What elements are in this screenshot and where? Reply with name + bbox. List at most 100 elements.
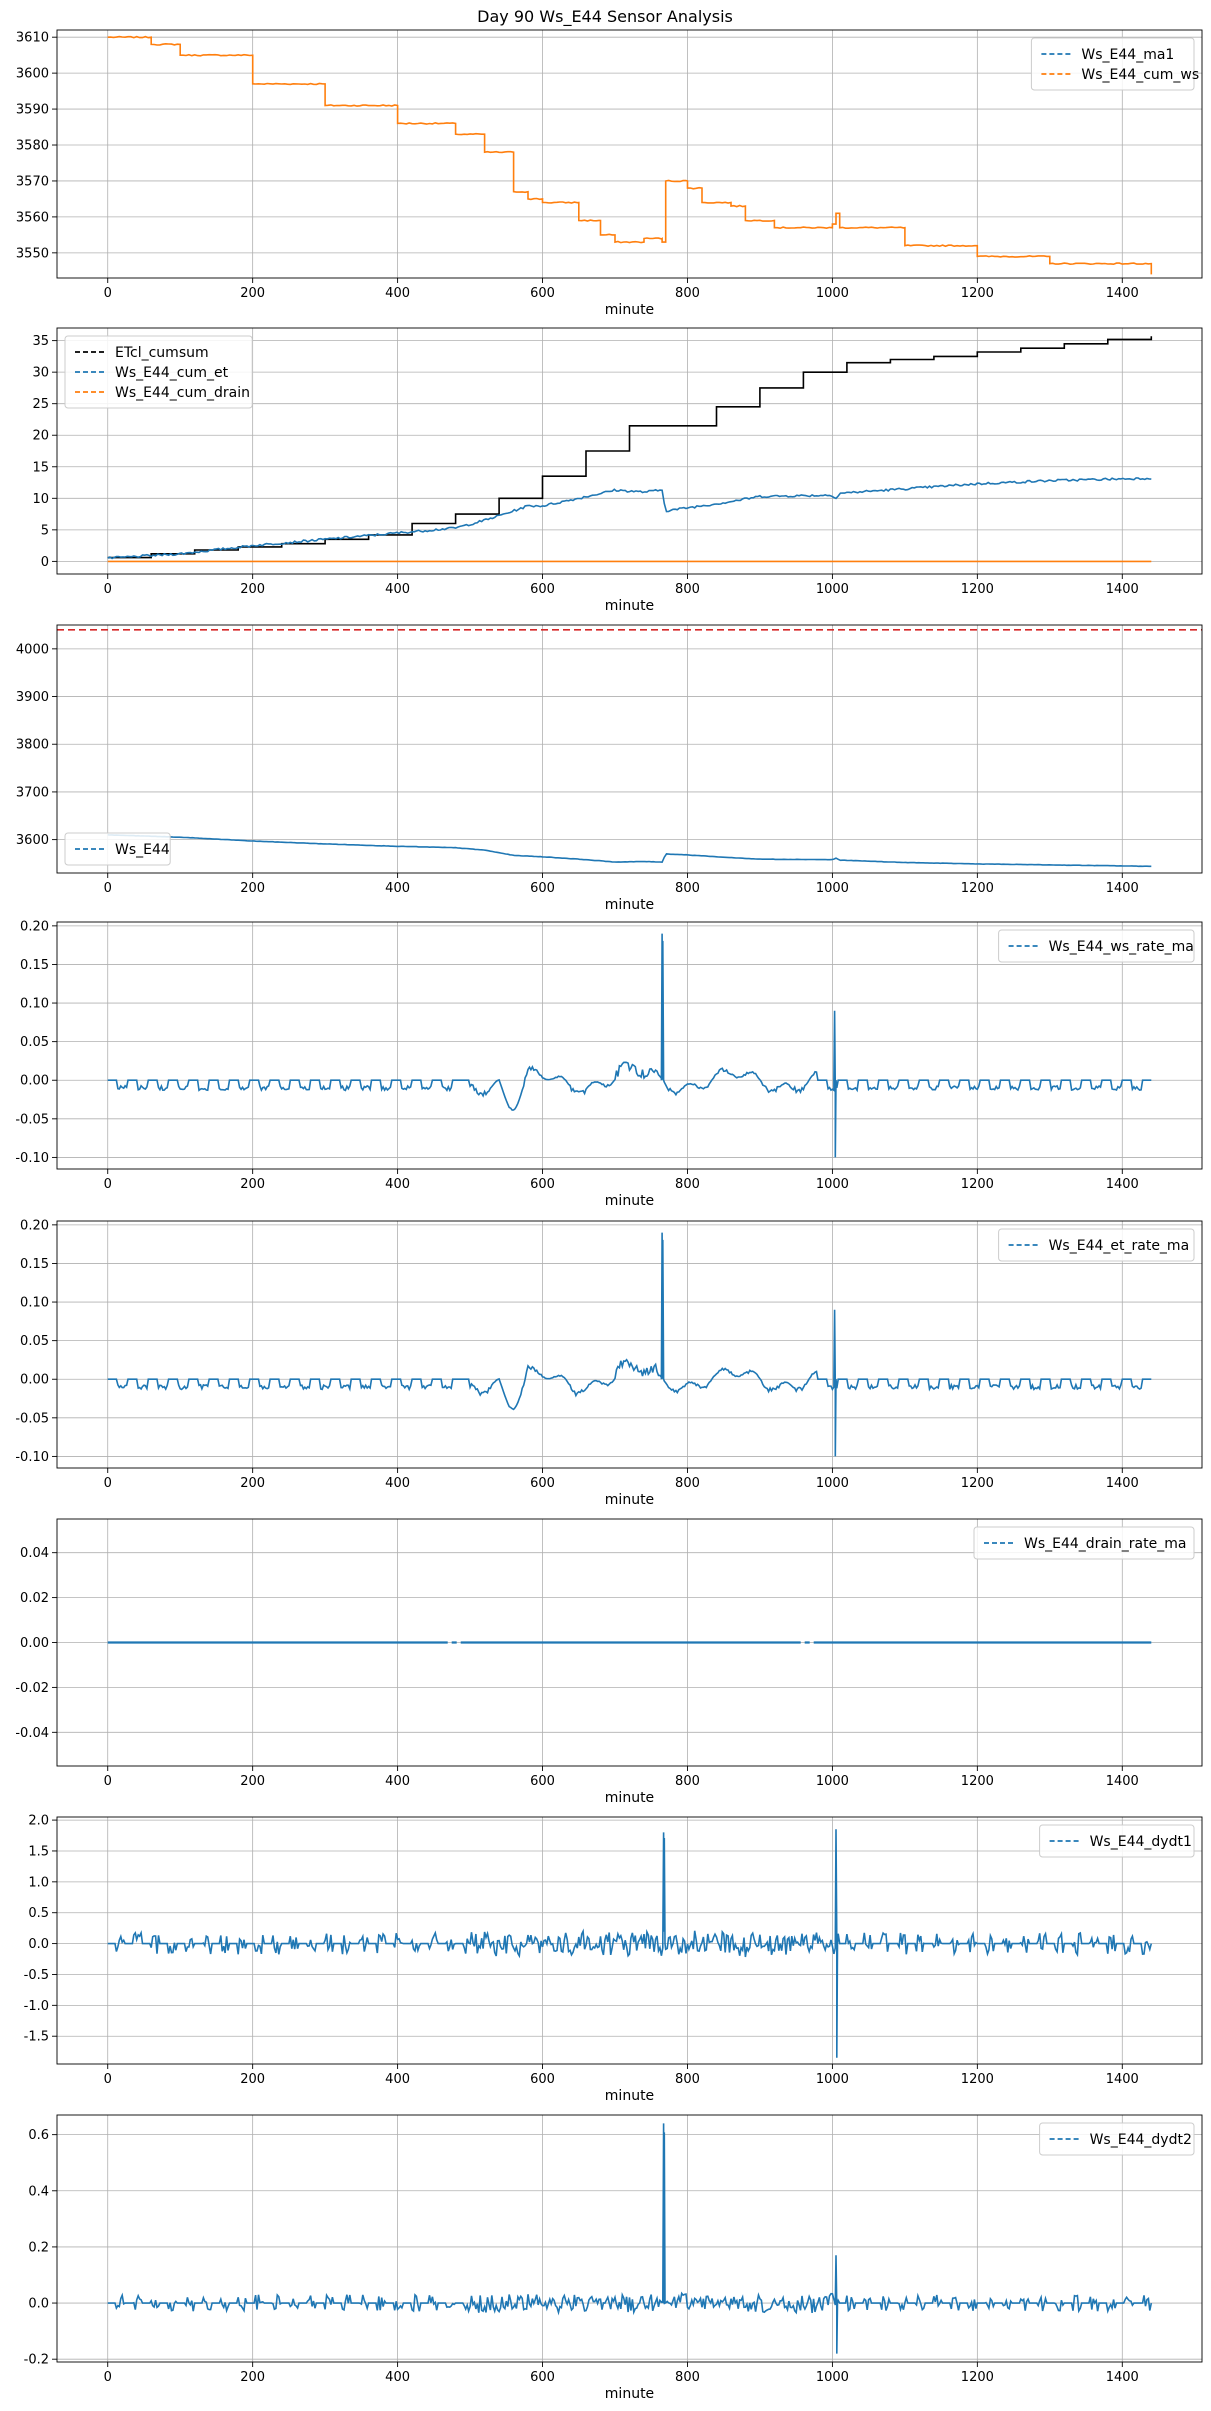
plot-frame (56, 1816, 1203, 2065)
x-tick-label: 600 (530, 881, 555, 896)
x-tick-label: 400 (385, 2370, 410, 2385)
x-tick-label: 800 (675, 2370, 700, 2385)
x-axis-label: minute (605, 1790, 654, 1806)
plot-area (107, 1232, 1152, 1457)
x-tick-label: 600 (530, 2072, 555, 2087)
x-axis-label: minute (605, 1193, 654, 1209)
x-tick-label: 1000 (816, 582, 849, 597)
y-tick-label: 35 (32, 334, 49, 349)
x-tick-label: 1000 (816, 1476, 849, 1491)
x-axis-label: minute (605, 1492, 654, 1508)
legend: Ws_E44_drain_rate_ma (973, 1526, 1195, 1560)
y-tick-label: 0.15 (20, 958, 49, 973)
plot-frame (56, 1220, 1203, 1469)
legend-box (998, 1228, 1195, 1262)
plot-frame (56, 921, 1203, 1170)
plot-area (107, 1829, 1153, 2058)
legend-box (64, 335, 253, 409)
series-line-ETcl_cumsum (107, 336, 1153, 559)
y-tick-label: 10 (32, 492, 49, 507)
x-tick-label: 1400 (1106, 286, 1139, 301)
x-tick-label: 1400 (1106, 1774, 1139, 1789)
series-line-Ws_E44 (107, 834, 1152, 868)
y-tick-label: 20 (32, 429, 49, 444)
plot-area (57, 628, 1202, 868)
x-tick-label: 600 (530, 582, 555, 597)
y-tick-label: 0.0 (28, 2297, 49, 2312)
y-tick-label: 2.0 (28, 1814, 49, 1829)
y-tick-label: 30 (32, 366, 49, 381)
chart-7: 0 200 400 600 800 1000 1200 1400 -1.5 -1.0 -0.5 0.0… (24, 1814, 1203, 2104)
y-tick-label: 3600 (16, 833, 49, 848)
x-tick-label: 0 (104, 881, 112, 896)
plot-area (107, 2123, 1153, 2354)
legend-label: Ws_E44_drain_rate_ma (1024, 1536, 1186, 1552)
y-tick-label: -0.05 (15, 1112, 49, 1127)
chart-1: 0 200 400 600 800 1000 1200 1400 3550 3560 3570 358… (16, 29, 1203, 318)
y-tick-label: 3610 (16, 31, 49, 46)
y-tick-label: 3560 (16, 210, 49, 225)
y-tick-label: 0.05 (20, 1035, 49, 1050)
x-tick-label: 400 (385, 1476, 410, 1491)
legend-label: Ws_E44_et_rate_ma (1049, 1238, 1190, 1254)
figure-title: Day 90 Ws_E44 Sensor Analysis (477, 7, 733, 27)
x-tick-label: 0 (104, 2072, 112, 2087)
x-tick-label: 400 (385, 286, 410, 301)
x-tick-label: 800 (675, 1177, 700, 1192)
y-tick-label: 0.6 (28, 2128, 49, 2143)
chart-2: 0 200 400 600 800 1000 1200 1400 0 5 10 15 20 25 30 35 m… (32, 327, 1203, 614)
legend: Ws_E44 (64, 832, 171, 866)
y-tick-label: 0.15 (20, 1257, 49, 1272)
legend-box (1039, 2122, 1195, 2156)
x-tick-label: 1400 (1106, 2072, 1139, 2087)
series-line-Ws_E44_dydt2 (107, 2123, 1153, 2354)
y-tick-label: 0.10 (20, 1296, 49, 1311)
x-tick-label: 400 (385, 2072, 410, 2087)
legend-box (998, 929, 1195, 963)
series-line-Ws_E44_et_rate_ma (107, 1232, 1152, 1457)
legend-label: Ws_E44_dydt1 (1090, 1834, 1192, 1850)
x-tick-label: 0 (104, 1774, 112, 1789)
x-tick-label: 1400 (1106, 2370, 1139, 2385)
y-tick-label: 0.0 (28, 1937, 49, 1952)
x-tick-label: 800 (675, 286, 700, 301)
x-tick-label: 800 (675, 582, 700, 597)
legend-label: Ws_E44 (115, 842, 170, 858)
plot-area (107, 336, 1153, 563)
x-tick-label: 600 (530, 1774, 555, 1789)
legend: ETcl_cumsum Ws_E44_cum_et Ws_E44_cum_drain (64, 335, 253, 409)
y-tick-label: 0.00 (20, 1373, 49, 1388)
x-tick-label: 600 (530, 2370, 555, 2385)
x-tick-label: 0 (104, 582, 112, 597)
y-tick-label: 3580 (16, 139, 49, 154)
legend: Ws_E44_ma1 Ws_E44_cum_ws (1030, 37, 1199, 91)
x-tick-label: 400 (385, 582, 410, 597)
plot-frame (56, 2114, 1203, 2363)
x-tick-label: 0 (104, 2370, 112, 2385)
y-tick-label: -0.04 (15, 1726, 49, 1741)
y-tick-label: -0.05 (15, 1411, 49, 1426)
y-tick-label: 0.10 (20, 997, 49, 1012)
y-tick-label: 3570 (16, 174, 49, 189)
chart-5: 0 200 400 600 800 1000 1200 1400 -0.10 -0.05 0.00 0… (15, 1218, 1203, 1508)
legend-box (1030, 37, 1195, 91)
chart-4: 0 200 400 600 800 1000 1200 1400 -0.10 -0.05 0.00 0… (15, 919, 1203, 1209)
legend-label: Ws_E44_dydt2 (1090, 2132, 1192, 2148)
x-tick-label: 800 (675, 1774, 700, 1789)
series-line-Ws_E44_ws_rate_ma (107, 933, 1152, 1158)
x-tick-label: 800 (675, 881, 700, 896)
chart-8: 0 200 400 600 800 1000 1200 1400 -0.2 0.0 0.2 0.4 0.… (24, 2114, 1203, 2402)
y-tick-label: 0.04 (20, 1546, 49, 1561)
x-tick-label: 800 (675, 2072, 700, 2087)
x-axis-label: minute (605, 302, 654, 318)
y-tick-label: 3590 (16, 103, 49, 118)
y-tick-label: 0.05 (20, 1334, 49, 1349)
plot-frame (56, 29, 1203, 279)
y-tick-label: 4000 (16, 642, 49, 657)
x-tick-label: 600 (530, 286, 555, 301)
y-tick-label: -0.10 (15, 1151, 49, 1166)
chart-6: 0 200 400 600 800 1000 1200 1400 -0.04 -0.02 0.00 0… (15, 1518, 1203, 1806)
x-tick-label: 400 (385, 881, 410, 896)
x-tick-label: 200 (240, 2370, 265, 2385)
